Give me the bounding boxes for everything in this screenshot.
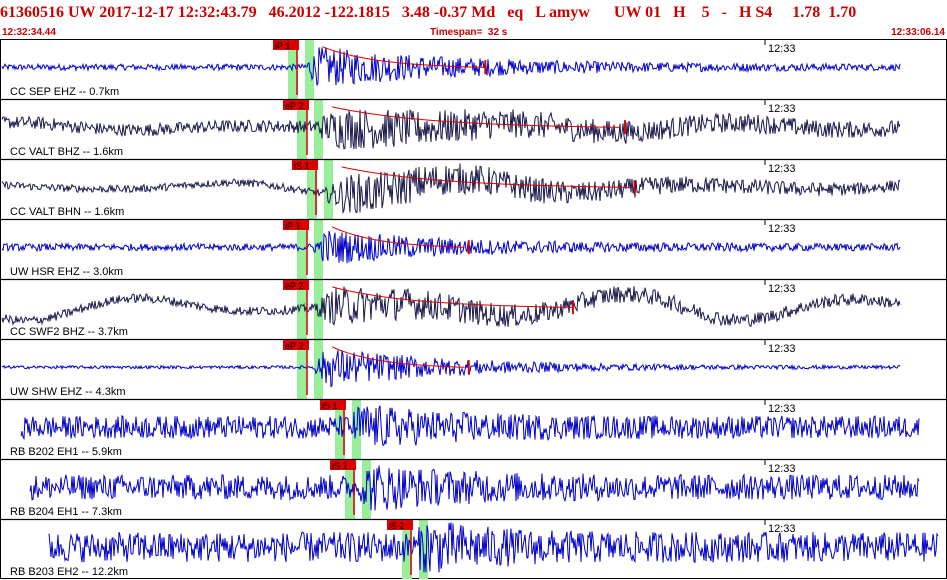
minute-tick-label: 12:33 xyxy=(768,283,796,295)
pick-window-band xyxy=(297,340,307,399)
pick-label: iS 1 xyxy=(322,401,338,411)
pick-flag[interactable] xyxy=(283,100,309,110)
pick-label: eP 2 xyxy=(285,101,303,111)
pick-window-band xyxy=(297,280,307,339)
trace-row[interactable]: 12:33 eP 2 CC VALT BHZ -- 1.6km xyxy=(0,98,947,160)
trace-row[interactable]: 12:33 iS 2 RB B203 EH2 -- 12.2km xyxy=(0,518,947,580)
pick-window-band xyxy=(402,520,412,579)
pick-window-band xyxy=(335,400,345,459)
pick-label: eP 2 xyxy=(285,281,303,291)
trace-row[interactable]: 12:33 iS 1 RB B204 EH1 -- 7.3km xyxy=(0,458,947,520)
pick-window-band xyxy=(314,220,323,279)
minute-tick-label: 12:33 xyxy=(768,43,796,55)
pick-window-band xyxy=(307,160,317,219)
waveform-trace xyxy=(1,230,901,264)
pick-label: iS 1 xyxy=(294,161,310,171)
station-label: UW HSR EHZ -- 3.0km xyxy=(10,266,123,278)
pick-flag[interactable] xyxy=(320,400,346,410)
start-time-label: 12:32:34.44 xyxy=(2,27,56,38)
pick-flag[interactable] xyxy=(387,520,413,530)
coda-envelope xyxy=(341,166,630,188)
waveform-trace xyxy=(48,522,939,573)
station-label: CC VALT BHZ -- 1.6km xyxy=(10,146,123,158)
pick-window-band xyxy=(345,460,355,519)
waveform-trace xyxy=(20,405,920,447)
station-label: CC VALT BHN -- 1.6km xyxy=(10,206,124,218)
minute-tick-label: 12:33 xyxy=(768,223,796,235)
timespan-label: Timespan= 32 s xyxy=(430,27,508,38)
pick-label: eP 2 xyxy=(285,341,303,351)
trace-row[interactable]: 12:33 eP 2 UW SHW EHZ -- 4.3km xyxy=(0,338,947,400)
pick-window-band xyxy=(314,340,323,399)
coda-envelope xyxy=(332,106,621,128)
seismogram-panel[interactable]: 12:33 iP 1 CC SEP EHZ -- 0.7km 12:33 eP 2 CC … xyxy=(0,39,947,580)
waveform-trace xyxy=(1,163,901,215)
station-label: UW SHW EHZ -- 4.3km xyxy=(10,386,126,398)
coda-envelope xyxy=(332,346,465,368)
waveform-trace xyxy=(1,109,901,150)
waveform-trace xyxy=(1,350,901,388)
end-time-label: 12:33:06.14 xyxy=(891,27,945,38)
trace-row[interactable]: 12:33 iS 1 CC VALT BHN -- 1.6km xyxy=(0,158,947,220)
pick-label: iP 1 xyxy=(285,221,300,231)
station-label: CC SWF2 BHZ -- 3.7km xyxy=(10,326,128,338)
trace-row[interactable]: 12:33 iP 1 CC SEP EHZ -- 0.7km xyxy=(1,40,901,99)
pick-window-band xyxy=(288,40,298,99)
pick-label: iS 2 xyxy=(389,521,405,531)
pick-flag[interactable] xyxy=(273,40,299,50)
waveform-trace xyxy=(1,286,901,327)
pick-label: iP 1 xyxy=(275,41,290,51)
trace-row[interactable]: 12:33 iP 1 UW HSR EHZ -- 3.0km xyxy=(0,218,947,280)
minute-tick-label: 12:33 xyxy=(768,523,796,535)
station-label: RB B204 EH1 -- 7.3km xyxy=(10,506,122,518)
station-label: RB B203 EH2 -- 12.2km xyxy=(10,566,128,578)
trace-row[interactable]: 12:33 eP 2 CC SWF2 BHZ -- 3.7km xyxy=(0,278,947,340)
station-label: RB B202 EH1 -- 5.9km xyxy=(10,446,122,458)
minute-tick-label: 12:33 xyxy=(768,343,796,355)
pick-flag[interactable] xyxy=(292,160,318,170)
minute-tick-label: 12:33 xyxy=(768,403,796,415)
minute-tick-label: 12:33 xyxy=(768,163,796,175)
pick-flag[interactable] xyxy=(283,280,309,290)
pick-window-band xyxy=(314,280,323,339)
minute-tick-label: 12:33 xyxy=(768,103,796,115)
pick-flag[interactable] xyxy=(330,460,356,470)
pick-flag[interactable] xyxy=(283,220,309,230)
minute-tick-label: 12:33 xyxy=(768,463,796,475)
trace-row[interactable]: 12:33 iS 1 RB B202 EH1 -- 5.9km xyxy=(0,398,947,460)
coda-envelope xyxy=(322,46,486,68)
coda-envelope xyxy=(332,286,573,308)
pick-window-band xyxy=(324,160,333,219)
station-label: CC SEP EHZ -- 0.7km xyxy=(10,86,119,98)
waveform-trace xyxy=(29,465,920,511)
pick-window-band xyxy=(297,100,307,159)
event-summary-line: 61360516 UW 2017-12-17 12:32:43.79 46.20… xyxy=(0,4,857,21)
waveform-trace xyxy=(1,47,901,86)
coda-envelope xyxy=(332,226,465,248)
pick-flag[interactable] xyxy=(283,340,309,350)
pick-window-band xyxy=(314,100,323,159)
pick-label: iS 1 xyxy=(332,461,348,471)
